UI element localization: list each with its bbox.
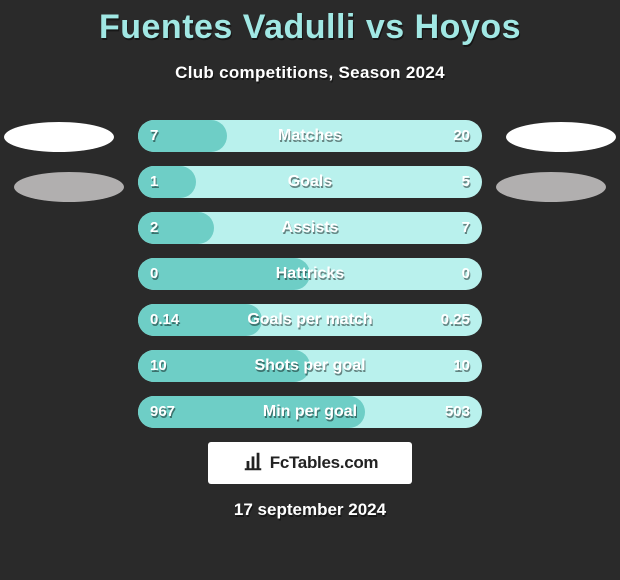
player-right-disc-2 (496, 172, 606, 202)
stat-row: 1010Shots per goal (138, 350, 482, 382)
stat-label: Goals per match (138, 304, 482, 336)
logo-text: FcTables.com (270, 453, 379, 473)
stats-rows: 720Matches 15Goals 27Assists 00Hattricks 0.1… (138, 120, 482, 442)
stat-row: 967503Min per goal (138, 396, 482, 428)
stat-row: 00Hattricks (138, 258, 482, 290)
stat-label: Hattricks (138, 258, 482, 290)
stat-label: Goals (138, 166, 482, 198)
stat-row: 0.140.25Goals per match (138, 304, 482, 336)
barchart-icon (242, 450, 264, 477)
generated-date: 17 september 2024 (0, 500, 620, 520)
stat-label: Shots per goal (138, 350, 482, 382)
stat-row: 15Goals (138, 166, 482, 198)
stat-row: 27Assists (138, 212, 482, 244)
page-title: Fuentes Vadulli vs Hoyos (0, 0, 620, 47)
player-left-disc-2 (14, 172, 124, 202)
player-right-disc-1 (506, 122, 616, 152)
page-subtitle: Club competitions, Season 2024 (0, 63, 620, 83)
stat-row: 720Matches (138, 120, 482, 152)
player-left-disc-1 (4, 122, 114, 152)
stat-label: Min per goal (138, 396, 482, 428)
site-logo[interactable]: FcTables.com (208, 442, 412, 484)
stat-label: Matches (138, 120, 482, 152)
stat-label: Assists (138, 212, 482, 244)
